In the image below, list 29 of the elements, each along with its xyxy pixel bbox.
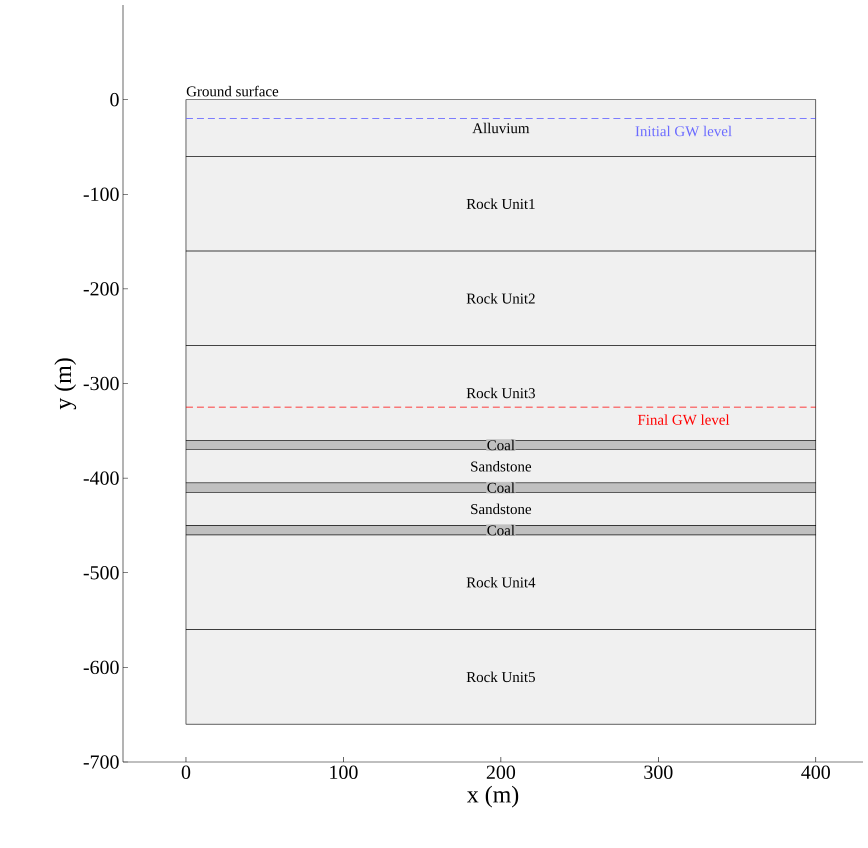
x-tick-label: 200: [486, 766, 516, 779]
series-label: Rock Unit1: [466, 198, 535, 209]
y-tick-label: -200: [84, 282, 119, 296]
series-label: Coal: [487, 524, 515, 536]
x-axis-title: x (m): [466, 786, 518, 808]
y-tick-label: -500: [84, 566, 119, 580]
series-label: Coal: [487, 440, 515, 450]
series-label: Rock Unit2: [466, 293, 535, 304]
y-tick-label: -300: [84, 376, 119, 390]
series-label: Rock Unit5: [466, 672, 535, 682]
annotation: Ground surface: [186, 86, 278, 96]
series-label: Rock Unit4: [466, 576, 536, 588]
series-label: Coal: [487, 482, 515, 493]
y-tick-label: -600: [84, 660, 119, 674]
y-tick-label: -400: [84, 471, 119, 485]
series-label: Sandstone: [471, 504, 532, 514]
series-label: Alluvium: [472, 122, 530, 134]
x-tick-label: 400: [801, 766, 830, 779]
series-label: Sandstone: [471, 461, 532, 472]
ref-line-label: Final GW level: [638, 414, 730, 425]
x-tick-label: 300: [644, 766, 673, 779]
x-tick-label: 0: [182, 766, 190, 779]
y-tick-label: 0: [110, 92, 119, 106]
x-tick-label: 100: [330, 766, 358, 779]
series-label: Rock Unit3: [466, 388, 535, 398]
y-tick-label: -700: [84, 755, 119, 769]
y-tick-label: -100: [84, 188, 119, 201]
y-axis-title: y (m): [54, 358, 76, 410]
ref-line-label: Initial GW level: [636, 126, 732, 136]
